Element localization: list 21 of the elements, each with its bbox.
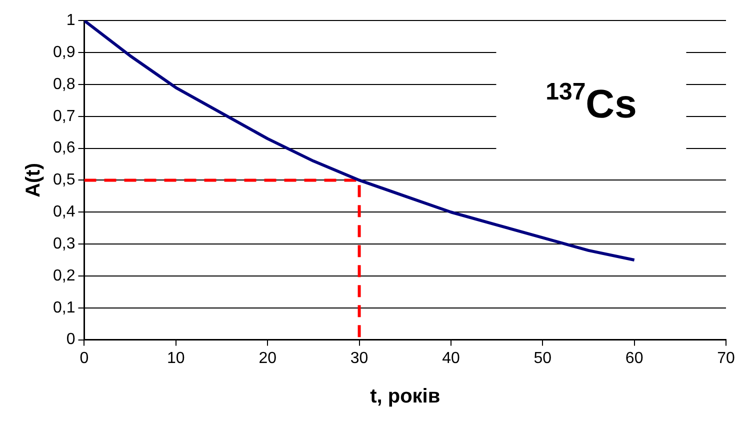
x-tick-label: 20 [258,350,277,367]
y-tick-label: 0 [66,331,76,348]
y-tick-label: 0,3 [52,235,76,252]
y-tick-label: 0,7 [52,108,76,125]
x-tick-label: 40 [442,350,460,367]
x-tick-label: 50 [534,350,552,367]
x-tick-label: 30 [350,350,368,367]
y-tick-label: 0,4 [52,204,76,221]
y-axis-title: A(t) [22,162,45,198]
y-tick-label: 1 [66,12,76,30]
y-tick-label: 0,2 [52,267,76,284]
x-axis-title: t, років [370,386,440,408]
y-tick-label: 0,9 [52,44,76,61]
x-tick-label: 10 [167,350,185,367]
y-tick-label: 0,1 [52,299,76,316]
y-tick-label: 0,6 [52,140,76,157]
x-tick-label: 70 [717,350,735,367]
x-tick-label: 0 [80,350,89,367]
y-tick-label: 0,5 [52,172,76,189]
y-tick-label: 0,8 [52,76,76,93]
x-tick-label: 60 [625,350,644,367]
